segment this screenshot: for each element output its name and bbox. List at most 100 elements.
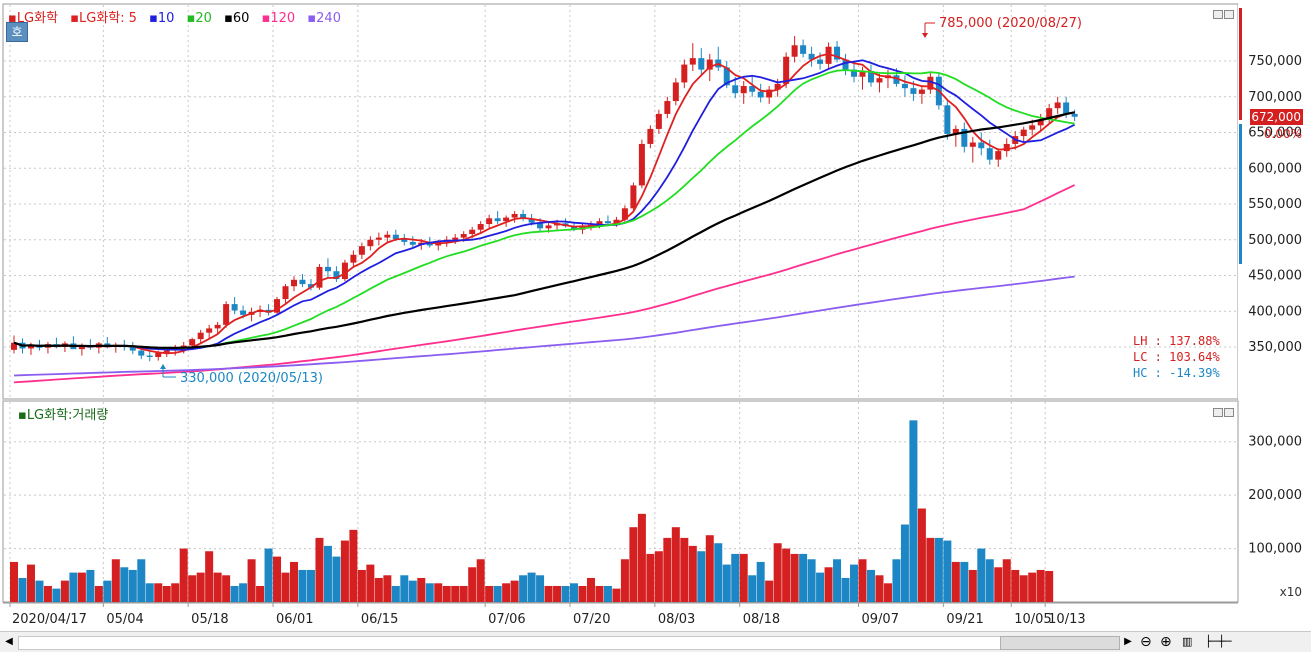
- candle: [409, 236, 416, 249]
- candle: [1054, 96, 1061, 114]
- candle: [358, 242, 365, 260]
- volume-bar: [748, 575, 757, 602]
- date-tick-label: 07/06: [488, 612, 525, 627]
- volume-bar: [892, 559, 901, 602]
- date-tick-label: 2020/04/17: [12, 612, 87, 627]
- volume-bar: [968, 569, 977, 602]
- price-tick-label: 700,000: [1248, 90, 1302, 105]
- volume-bar: [850, 564, 859, 602]
- volume-panel-maximize-icon[interactable]: [1224, 408, 1234, 417]
- panel-settings-button[interactable]: 호: [6, 22, 28, 42]
- volume-bar: [273, 556, 282, 602]
- volume-bar: [145, 583, 154, 602]
- date-tick-label: 10/13: [1048, 612, 1085, 627]
- volume-tick-label: 300,000: [1248, 435, 1302, 450]
- volume-bar: [943, 540, 952, 602]
- volume-bar: [714, 543, 723, 602]
- volume-bar: [485, 585, 494, 602]
- volume-bar: [1036, 569, 1045, 602]
- date-tick-label: 06/15: [361, 612, 398, 627]
- volume-bar: [502, 583, 511, 602]
- candle: [494, 211, 501, 225]
- candle: [834, 40, 841, 63]
- volume-bar: [306, 569, 315, 602]
- candle: [231, 296, 238, 315]
- candle: [1071, 109, 1078, 122]
- volume-bar: [722, 564, 731, 602]
- volume-bar: [171, 583, 180, 602]
- candle: [511, 211, 518, 223]
- scroll-right-icon[interactable]: ▶: [1124, 636, 1132, 647]
- date-tick-label: 07/20: [573, 612, 610, 627]
- volume-bar: [620, 559, 629, 602]
- scroll-left-icon[interactable]: ◀: [5, 636, 13, 647]
- volume-bar: [773, 543, 782, 602]
- volume-bar: [18, 577, 27, 602]
- volume-tick-label: 200,000: [1248, 488, 1302, 503]
- candle: [638, 139, 645, 189]
- volume-bar: [536, 575, 545, 602]
- candle: [766, 86, 773, 104]
- price-tick-label: 450,000: [1248, 269, 1302, 284]
- panel-minimize-icon[interactable]: [1213, 10, 1223, 19]
- bar-spacing-icon[interactable]: ▥: [1182, 635, 1193, 648]
- volume-bar: [765, 580, 774, 602]
- volume-bar: [103, 580, 112, 602]
- volume-panel-minimize-icon[interactable]: [1213, 408, 1223, 417]
- volume-bar: [1028, 572, 1037, 602]
- volume-bar: [374, 577, 383, 602]
- candle: [876, 73, 883, 93]
- date-tick-label: 06/01: [276, 612, 313, 627]
- candle: [291, 276, 298, 292]
- legend-ma-5: ▪LG화학: 5: [70, 11, 137, 26]
- chart-scrollbar[interactable]: ◀ ▶ ⊖ ⊕ ▥ ├─┼─: [0, 631, 1311, 652]
- volume-bar: [476, 559, 485, 602]
- zoom-out-icon[interactable]: ⊖: [1140, 634, 1152, 650]
- volume-bar: [985, 559, 994, 602]
- zoom-slider-icon[interactable]: ├─┼─: [1205, 635, 1232, 648]
- volume-bar: [230, 585, 239, 602]
- legend-ma-240: ▪240: [307, 11, 341, 26]
- candle: [969, 136, 976, 163]
- volume-bar: [934, 537, 943, 602]
- volume-bar: [824, 567, 833, 602]
- date-axis: 2020/04/17 05/04 05/18 06/01 06/15 07/06 07/20…: [3, 602, 1238, 627]
- candle: [961, 122, 968, 153]
- volume-panel: 300,000 200,000 100,000 x10: [2, 400, 1302, 603]
- volume-bar: [807, 559, 816, 602]
- volume-bar: [527, 572, 536, 602]
- candle: [927, 71, 934, 94]
- volume-bar: [544, 585, 553, 602]
- volume-bar: [900, 524, 909, 602]
- volume-bar: [323, 545, 332, 602]
- volume-unit: x10: [1280, 585, 1302, 599]
- scroll-thumb[interactable]: [1000, 636, 1120, 650]
- volume-bar: [425, 583, 434, 602]
- candle: [146, 351, 153, 362]
- volume-bar: [977, 548, 986, 602]
- volume-bar: [493, 585, 502, 602]
- price-tick-label: 550,000: [1248, 197, 1302, 212]
- zoom-in-icon[interactable]: ⊕: [1160, 634, 1172, 650]
- date-tick-label: 05/18: [191, 612, 228, 627]
- candle: [851, 62, 858, 83]
- volume-bar: [705, 535, 714, 602]
- volume-bar: [247, 559, 256, 602]
- candle: [274, 296, 281, 316]
- volume-bar: [69, 572, 78, 602]
- panel-maximize-icon[interactable]: [1224, 10, 1234, 19]
- legend-ma-60: ▪60: [224, 11, 250, 26]
- price-axis: 750,000 700,000 650,000 600,000 550,000 500,0…: [1248, 54, 1302, 355]
- price-tick-label: 600,000: [1248, 161, 1302, 176]
- volume-bar: [442, 585, 451, 602]
- candle: [604, 215, 611, 226]
- volume-bar: [205, 551, 214, 602]
- volume-bar: [196, 572, 205, 602]
- candle: [1020, 126, 1027, 143]
- candle: [375, 232, 382, 246]
- volume-bar: [383, 575, 392, 602]
- volume-bar: [340, 540, 349, 602]
- volume-bar: [697, 551, 706, 602]
- price-legend: ▪LG화학 ▪LG화학: 5 ▪10 ▪20 ▪60 ▪120 ▪240: [8, 7, 349, 26]
- scroll-track[interactable]: [18, 636, 1002, 650]
